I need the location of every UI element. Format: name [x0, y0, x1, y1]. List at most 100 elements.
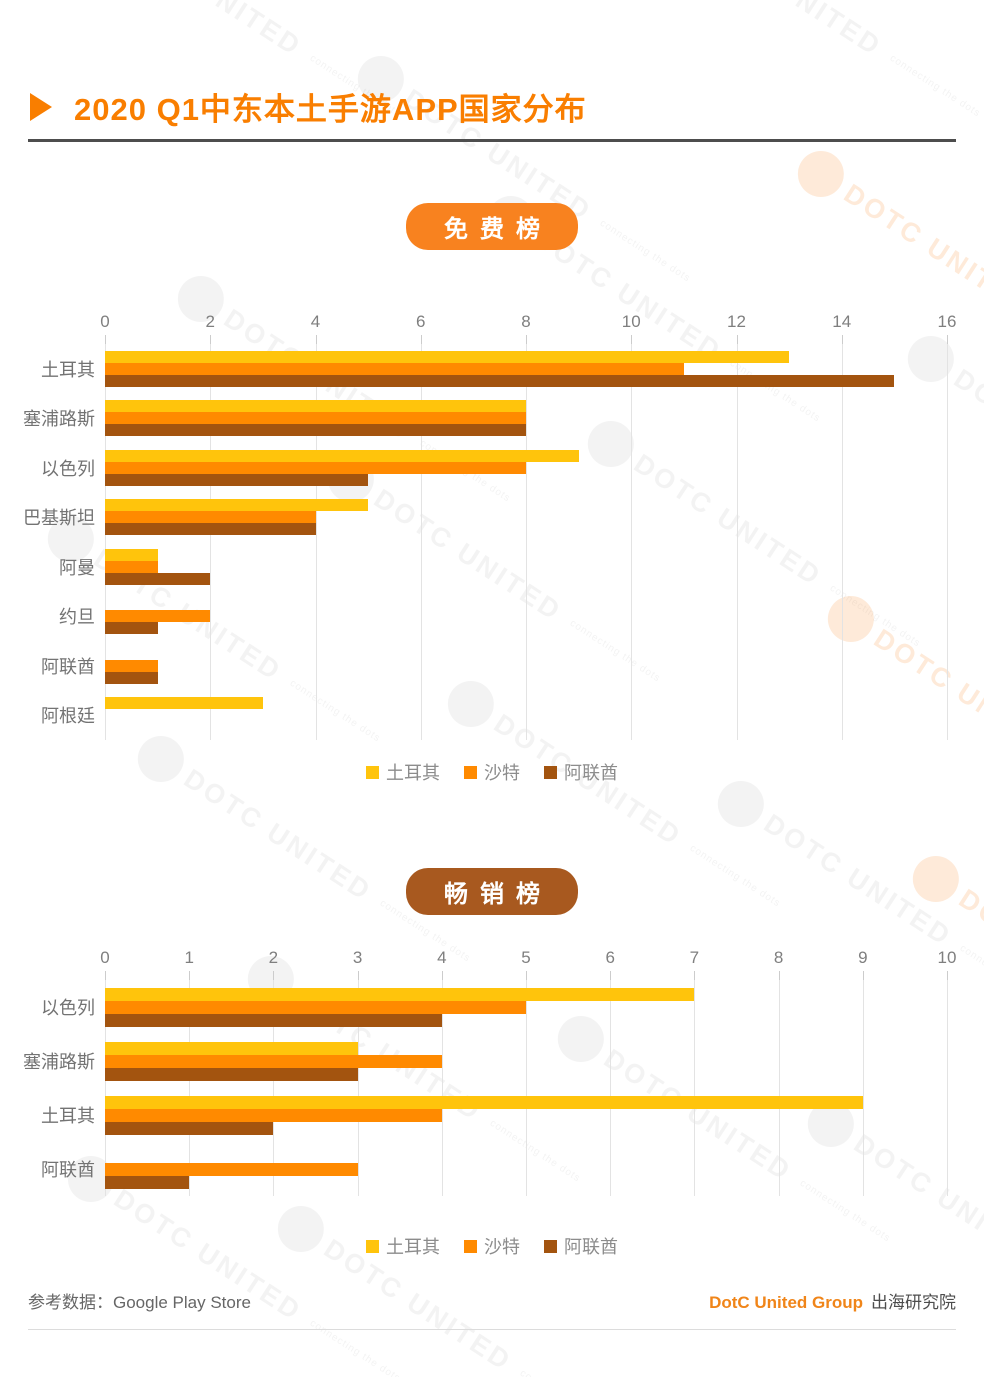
gridline	[526, 344, 527, 740]
bar-group: 以色列	[41, 443, 947, 493]
watermark-text: DOTC UNITED	[758, 807, 958, 952]
axis-tick-label: 8	[521, 312, 531, 331]
axis-tick	[694, 971, 696, 980]
footer: 参考数据：Google Play Store DotC United Group…	[28, 1288, 956, 1330]
legend-label: 沙特	[484, 763, 520, 783]
gridline	[189, 980, 191, 1196]
gridline	[441, 980, 443, 1196]
header: 2020 Q1中东本土手游APP国家分布	[30, 84, 956, 129]
x-axis: 0 1 2 3 4 5 6 7 8 9 10	[100, 948, 956, 968]
category-label: 阿联酋	[41, 1160, 95, 1180]
watermark-subtext: connecting the dots	[518, 1367, 613, 1377]
axis-tick	[947, 335, 948, 344]
legend-item: 沙特	[464, 1233, 520, 1259]
category-label: 巴基斯坦	[23, 508, 95, 529]
axis-tick-label: 10	[621, 312, 641, 331]
watermark-logo-icon	[789, 142, 853, 206]
bar-沙特	[105, 412, 526, 425]
bar-group: 约旦	[59, 592, 947, 642]
legend-swatch	[464, 765, 477, 779]
axis-tick	[631, 335, 633, 344]
gridline	[526, 980, 527, 1196]
gridline	[631, 344, 633, 740]
legend-label: 阿联酋	[564, 1237, 618, 1257]
axis-tick	[420, 335, 422, 344]
x-axis-ticks	[105, 332, 948, 344]
watermark-text: DOTC UNITED	[953, 882, 984, 1027]
plot-area: 土耳其塞浦路斯以色列巴基斯坦阿曼约旦阿联酋阿根廷	[23, 344, 948, 740]
gridline	[105, 980, 106, 1196]
bar-土耳其	[105, 350, 790, 363]
category-label: 土耳其	[41, 1106, 95, 1126]
axis-tick	[862, 971, 864, 980]
gridline	[105, 344, 106, 740]
bar-group: 阿联酋	[41, 641, 947, 691]
axis-tick-label: 0	[100, 948, 110, 967]
axis-tick-label: 1	[184, 948, 194, 967]
gridline	[778, 980, 780, 1196]
axis-tick-label: 2	[268, 948, 279, 967]
watermark-subtext: connecting the dots	[688, 842, 783, 910]
bar-沙特	[105, 1162, 358, 1176]
bar-阿联酋	[105, 622, 158, 635]
title-divider	[28, 139, 956, 142]
axis-tick	[526, 971, 527, 980]
footer-brand-group: DotC United Group 出海研究院	[709, 1288, 956, 1313]
category-label: 约旦	[59, 607, 95, 628]
axis-tick	[357, 971, 359, 980]
watermark-text: DOTC UNITED	[688, 0, 888, 62]
gridline	[357, 980, 359, 1196]
category-label: 塞浦路斯	[23, 1052, 95, 1072]
axis-tick-label: 10	[937, 948, 957, 967]
legend-swatch	[544, 1239, 557, 1253]
bar-土耳其	[105, 697, 263, 710]
bar-group: 土耳其	[41, 344, 947, 394]
legend-item: 土耳其	[366, 1233, 440, 1259]
axis-tick	[610, 971, 612, 980]
category-label: 以色列	[41, 998, 95, 1018]
legend-item: 阿联酋	[544, 759, 618, 785]
bar-阿联酋	[105, 523, 316, 536]
gridline	[273, 980, 275, 1196]
gridline	[420, 344, 422, 740]
legend-label: 沙特	[484, 1237, 520, 1257]
watermark-text: DOTC UNITED	[948, 362, 984, 507]
watermark-subtext: connecting the dots	[958, 942, 984, 1009]
bar-土耳其	[105, 400, 526, 413]
watermark-text: DOTC UNITED	[936, 0, 984, 79]
bar-group: 塞浦路斯	[23, 394, 947, 444]
category-label: 阿根廷	[41, 706, 95, 727]
axis-tick-label: 0	[100, 312, 110, 331]
watermark-text: DOTC UNITED	[108, 0, 308, 62]
watermark-subtext: connecting the dots	[598, 217, 693, 285]
bar-group: 塞浦路斯	[23, 1034, 947, 1088]
bar-group: 巴基斯坦	[23, 493, 947, 543]
legend-item: 阿联酋	[544, 1233, 618, 1259]
bar-沙特	[105, 610, 211, 623]
axis-tick-label: 5	[521, 948, 531, 967]
badge-paid-rank: 畅销榜	[406, 868, 578, 915]
title-arrow-icon	[30, 92, 52, 121]
category-label: 塞浦路斯	[23, 409, 95, 430]
gridline	[610, 980, 612, 1196]
axis-tick-label: 12	[727, 312, 746, 331]
watermark-text: DOTC UNITED	[838, 177, 984, 322]
bar-土耳其	[105, 1041, 358, 1055]
gridline	[947, 344, 948, 740]
axis-tick	[105, 971, 106, 980]
bar-阿联酋	[105, 1013, 442, 1027]
chart-free-rank: 0 2 4 6 8 10 12 14 16 土耳其 塞浦路斯 以色列 巴基斯坦 阿曼 约旦 阿联酋 阿根廷	[23, 312, 956, 740]
category-label: 阿曼	[59, 557, 95, 578]
axis-tick	[841, 335, 843, 344]
bar-沙特	[105, 1000, 526, 1014]
axis-tick	[315, 335, 317, 344]
bar-土耳其	[105, 1095, 863, 1109]
bar-阿联酋	[105, 572, 211, 585]
gridline	[210, 344, 212, 740]
axis-tick-label: 6	[605, 948, 615, 967]
gridline	[862, 980, 864, 1196]
bar-土耳其	[105, 449, 579, 462]
category-label: 以色列	[41, 458, 95, 479]
brand-name: DotC United Group	[709, 1293, 863, 1312]
axis-tick-label: 6	[416, 312, 426, 331]
